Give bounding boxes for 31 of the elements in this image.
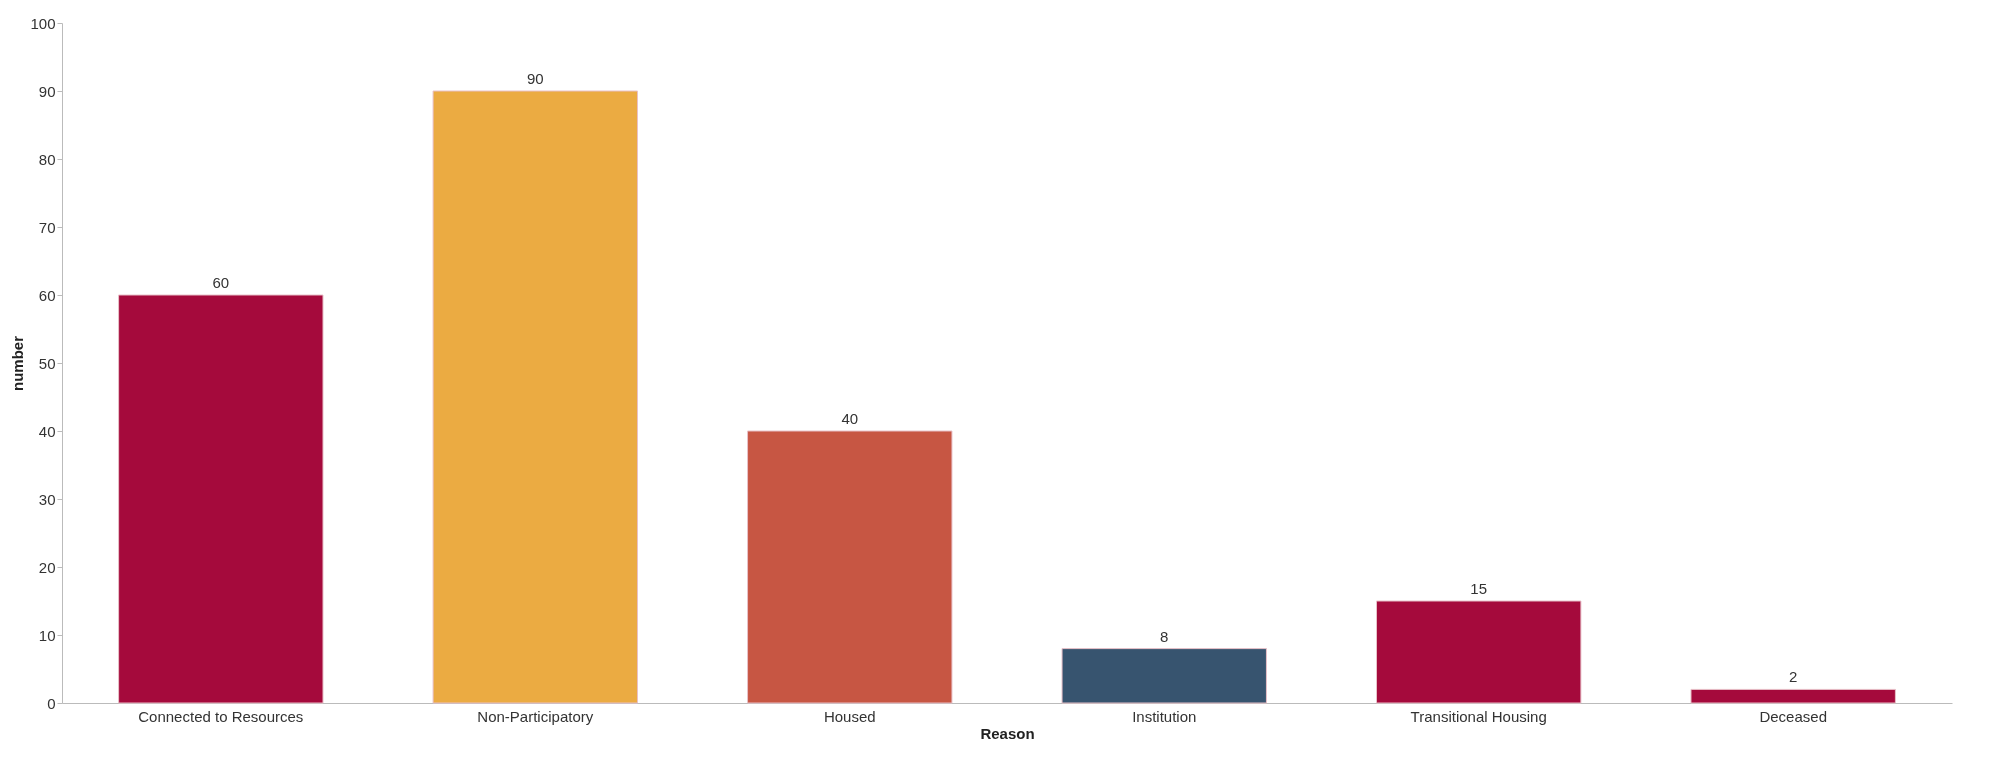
y-tick-label: 50 bbox=[38, 354, 56, 372]
bar bbox=[747, 430, 953, 704]
x-tick-label: Institution bbox=[1132, 707, 1197, 725]
y-tick-label: 0 bbox=[47, 694, 56, 712]
x-axis-title: Reason bbox=[980, 724, 1035, 742]
y-tick-label: 20 bbox=[38, 558, 56, 576]
y-tick-label: 80 bbox=[38, 150, 56, 168]
bar bbox=[1376, 600, 1582, 704]
data-label: 60 bbox=[212, 274, 230, 291]
y-tick-label: 60 bbox=[38, 286, 56, 304]
y-tick-label: 100 bbox=[30, 14, 56, 32]
x-tick-label: Deceased bbox=[1759, 707, 1827, 725]
data-label: 15 bbox=[1470, 580, 1488, 597]
y-tick-label: 40 bbox=[38, 422, 56, 440]
data-label: 90 bbox=[526, 70, 544, 87]
y-tick-label: 90 bbox=[38, 82, 56, 100]
bar bbox=[118, 294, 324, 704]
x-tick-label: Connected to Resources bbox=[138, 707, 304, 725]
y-tick-label: 10 bbox=[38, 626, 56, 644]
bar bbox=[1690, 688, 1896, 704]
y-tick-label: 30 bbox=[38, 490, 56, 508]
data-label: 2 bbox=[1789, 668, 1798, 686]
bar bbox=[1061, 648, 1267, 704]
y-axis-title: number bbox=[9, 335, 27, 392]
x-tick-label: Non-Participatory bbox=[477, 707, 594, 725]
bar bbox=[432, 90, 638, 704]
y-tick-label: 70 bbox=[38, 218, 56, 236]
data-label: 40 bbox=[841, 410, 859, 427]
x-tick-label: Housed bbox=[823, 707, 876, 725]
data-label: 8 bbox=[1160, 627, 1169, 645]
x-tick-label: Transitional Housing bbox=[1410, 707, 1547, 725]
